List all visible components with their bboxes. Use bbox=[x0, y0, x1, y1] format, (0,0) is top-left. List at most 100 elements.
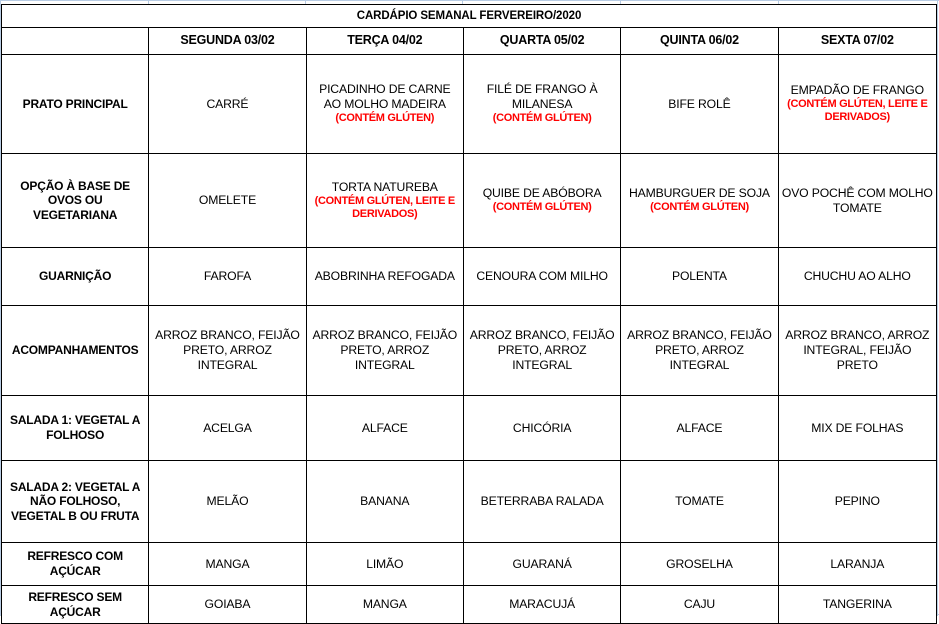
menu-cell: BETERRABA RALADA bbox=[462, 460, 622, 543]
day-header-quinta: QUINTA 06/02 bbox=[620, 27, 779, 55]
menu-cell: GUARANÁ bbox=[462, 542, 622, 586]
menu-item-text: CAJU bbox=[683, 597, 716, 612]
menu-cell: MARACUJÁ bbox=[462, 585, 622, 624]
menu-cell: POLENTA bbox=[620, 247, 779, 306]
table-row: GUARNIÇÃO FAROFA ABOBRINHA REFOGADA CENO… bbox=[0, 247, 938, 306]
menu-item-text: BIFE ROLÊ bbox=[668, 96, 731, 111]
menu-cell: CARRÉ bbox=[148, 54, 307, 154]
menu-item-text: MANGA bbox=[362, 597, 407, 612]
gridline-vertical bbox=[0, 0, 1, 616]
day-header-terca: TERÇA 04/02 bbox=[305, 27, 464, 55]
day-header-sexta: SEXTA 07/02 bbox=[777, 27, 938, 55]
menu-cell: HAMBURGUER DE SOJA (CONTÉM GLÚTEN) bbox=[620, 153, 779, 248]
menu-item-text: QUIBE DE ABÓBORA bbox=[482, 186, 602, 201]
menu-item-text: MIX DE FOLHAS bbox=[811, 420, 904, 435]
menu-cell: TORTA NATUREBA (CONTÉM GLÚTEN, LEITE E D… bbox=[305, 153, 464, 248]
table-row: SALADA 1: VEGETAL A FOLHOSO ACELGA ALFAC… bbox=[0, 395, 938, 461]
allergen-note: (CONTÉM GLÚTEN) bbox=[650, 201, 749, 214]
menu-item-text: OMELETE bbox=[198, 193, 257, 208]
header-row: SEGUNDA 03/02 TERÇA 04/02 QUARTA 05/02 Q… bbox=[0, 27, 938, 55]
menu-table-body: CARDÁPIO SEMANAL FERVEREIRO/2020 SEGUNDA… bbox=[0, 4, 938, 624]
allergen-note: (CONTÉM GLÚTEN, LEITE E DERIVADOS) bbox=[787, 98, 928, 124]
menu-item-text: CHUCHU AO ALHO bbox=[803, 269, 911, 284]
table-row: PRATO PRINCIPAL CARRÉ PICADINHO DE CARNE… bbox=[0, 54, 938, 154]
menu-item-text: POLENTA bbox=[671, 269, 727, 284]
menu-cell: OMELETE bbox=[148, 153, 307, 248]
menu-item-text: CHICÓRIA bbox=[512, 420, 572, 435]
weekly-menu-table: CARDÁPIO SEMANAL FERVEREIRO/2020 SEGUNDA… bbox=[0, 4, 938, 624]
menu-cell: EMPADÃO DE FRANGO (CONTÉM GLÚTEN, LEITE … bbox=[777, 54, 938, 154]
menu-cell: GOIABA bbox=[148, 585, 307, 624]
menu-item-text: ABOBRINHA REFOGADA bbox=[314, 269, 455, 284]
menu-item-text: ARROZ BRANCO, FEIJÃO PRETO, ARROZ INTEGR… bbox=[155, 328, 300, 372]
menu-cell: FILÉ DE FRANGO À MILANESA (CONTÉM GLÚTEN… bbox=[462, 54, 622, 154]
menu-item-text: MANGA bbox=[205, 556, 250, 571]
menu-cell: MIX DE FOLHAS bbox=[777, 395, 938, 461]
menu-cell: ALFACE bbox=[620, 395, 779, 461]
menu-cell: ACELGA bbox=[148, 395, 307, 461]
allergen-note: (CONTÉM GLÚTEN, LEITE E DERIVADOS) bbox=[314, 194, 456, 220]
menu-item-text: CENOURA COM MILHO bbox=[476, 269, 608, 284]
menu-cell: GROSELHA bbox=[620, 542, 779, 586]
menu-item-text: FILÉ DE FRANGO À MILANESA bbox=[486, 82, 598, 112]
menu-cell: ARROZ BRANCO, FEIJÃO PRETO, ARROZ INTEGR… bbox=[148, 305, 307, 396]
day-header-quarta: QUARTA 05/02 bbox=[462, 27, 622, 55]
menu-item-text: ACELGA bbox=[203, 420, 252, 435]
row-label-refresco-sem-acucar: REFRESCO SEM AÇÚCAR bbox=[0, 585, 150, 624]
row-label-acompanhamentos: ACOMPANHAMENTOS bbox=[0, 305, 150, 396]
menu-cell: CENOURA COM MILHO bbox=[462, 247, 622, 306]
menu-item-text: ALFACE bbox=[676, 420, 723, 435]
menu-cell: MANGA bbox=[148, 542, 307, 586]
menu-item-text: CARRÉ bbox=[206, 96, 249, 111]
menu-cell: CHICÓRIA bbox=[462, 395, 622, 461]
menu-item-text: TOMATE bbox=[675, 494, 724, 509]
menu-item-text: ARROZ BRANCO, FEIJÃO PRETO, ARROZ INTEGR… bbox=[312, 328, 458, 372]
menu-item-text: MARACUJÁ bbox=[509, 597, 576, 612]
menu-cell: PICADINHO DE CARNE AO MOLHO MADEIRA (CON… bbox=[305, 54, 464, 154]
menu-cell: QUIBE DE ABÓBORA (CONTÉM GLÚTEN) bbox=[462, 153, 622, 248]
menu-item-text: EMPADÃO DE FRANGO bbox=[790, 83, 924, 98]
row-label-guarnicao: GUARNIÇÃO bbox=[0, 247, 150, 306]
menu-item-text: MELÃO bbox=[206, 494, 249, 509]
menu-item-text: BANANA bbox=[360, 494, 410, 509]
menu-item-text: BETERRABA RALADA bbox=[480, 494, 604, 509]
menu-cell: ARROZ BRANCO, FEIJÃO PRETO, ARROZ INTEGR… bbox=[462, 305, 622, 396]
corner-cell bbox=[0, 27, 150, 55]
menu-cell: ARROZ BRANCO, FEIJÃO PRETO, ARROZ INTEGR… bbox=[620, 305, 779, 396]
row-label-salada-1: SALADA 1: VEGETAL A FOLHOSO bbox=[0, 395, 150, 461]
menu-item-text: ARROZ BRANCO, FEIJÃO PRETO, ARROZ INTEGR… bbox=[469, 328, 615, 372]
menu-item-text: LIMÃO bbox=[366, 556, 404, 571]
allergen-note: (CONTÉM GLÚTEN) bbox=[492, 201, 592, 214]
menu-title: CARDÁPIO SEMANAL FERVEREIRO/2020 bbox=[1, 4, 937, 28]
menu-cell: MANGA bbox=[305, 585, 464, 624]
row-label-refresco-com-acucar: REFRESCO COM AÇÚCAR bbox=[0, 542, 150, 586]
menu-item-text: LARANJA bbox=[830, 556, 885, 571]
menu-cell: ABOBRINHA REFOGADA bbox=[305, 247, 464, 306]
menu-item-text: PICADINHO DE CARNE AO MOLHO MADEIRA bbox=[319, 82, 451, 112]
table-row: REFRESCO COM AÇÚCAR MANGA LIMÃO GUARANÁ … bbox=[0, 542, 938, 586]
gridline-horizontal bbox=[0, 0, 939, 1]
menu-item-text: FAROFA bbox=[203, 269, 252, 284]
gridline-vertical bbox=[937, 0, 938, 616]
menu-item-text: ALFACE bbox=[361, 420, 408, 435]
menu-item-text: PEPINO bbox=[834, 494, 880, 509]
row-label-opcao-vegetariana: OPÇÃO À BASE DE OVOS OU VEGETARIANA bbox=[0, 153, 150, 248]
menu-cell: CHUCHU AO ALHO bbox=[777, 247, 938, 306]
table-row: OPÇÃO À BASE DE OVOS OU VEGETARIANA OMEL… bbox=[0, 153, 938, 248]
menu-cell: ARROZ BRANCO, FEIJÃO PRETO, ARROZ INTEGR… bbox=[305, 305, 464, 396]
menu-cell: ARROZ BRANCO, ARROZ INTEGRAL, FEIJÃO PRE… bbox=[777, 305, 938, 396]
allergen-note: (CONTÉM GLÚTEN) bbox=[335, 112, 435, 125]
menu-item-text: ARROZ BRANCO, ARROZ INTEGRAL, FEIJÃO PRE… bbox=[785, 328, 930, 372]
menu-cell: LARANJA bbox=[777, 542, 938, 586]
row-label-prato-principal: PRATO PRINCIPAL bbox=[0, 54, 150, 154]
table-row: REFRESCO SEM AÇÚCAR GOIABA MANGA MARACUJ… bbox=[0, 585, 938, 624]
menu-item-text: OVO POCHÊ COM MOLHO TOMATE bbox=[781, 185, 933, 215]
table-row: SALADA 2: VEGETAL A NÃO FOLHOSO, VEGETAL… bbox=[0, 460, 938, 543]
menu-item-text: ARROZ BRANCO, FEIJÃO PRETO, ARROZ INTEGR… bbox=[627, 328, 772, 372]
menu-item-text: HAMBURGUER DE SOJA bbox=[629, 186, 770, 201]
row-label-salada-2: SALADA 2: VEGETAL A NÃO FOLHOSO, VEGETAL… bbox=[0, 460, 150, 543]
table-row: ACOMPANHAMENTOS ARROZ BRANCO, FEIJÃO PRE… bbox=[0, 305, 938, 396]
menu-item-text: GROSELHA bbox=[666, 556, 733, 571]
menu-cell: BIFE ROLÊ bbox=[620, 54, 779, 154]
